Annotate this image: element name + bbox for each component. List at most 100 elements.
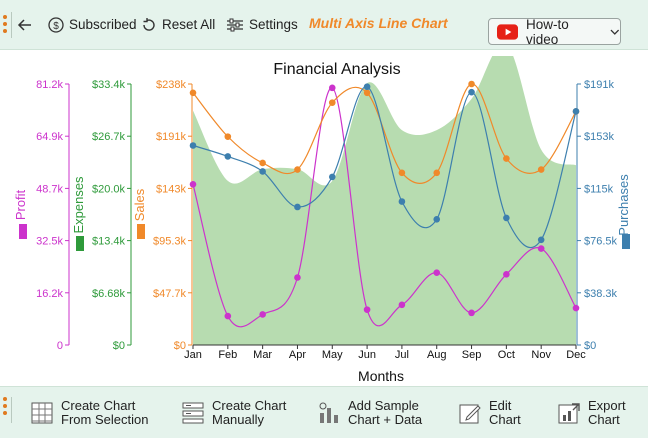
export-chart-line1: Export	[588, 397, 626, 413]
toolbar-divider	[11, 397, 12, 423]
data-point-purchases	[468, 88, 475, 96]
chevron-down-icon	[610, 29, 620, 35]
back-arrow-icon	[17, 18, 31, 31]
create-chart-from-selection-button[interactable]: Create Chart From Selection	[30, 387, 148, 438]
subscribed-button[interactable]: $ Subscribed	[48, 0, 137, 49]
data-point-sales	[224, 133, 232, 140]
series-line-purchases	[192, 86, 577, 249]
data-point-profit	[189, 180, 197, 188]
settings-button[interactable]: Settings	[226, 0, 298, 49]
edit-chart-line1: Edit	[489, 397, 512, 413]
edit-chart-button[interactable]: Edit Chart	[458, 387, 521, 438]
drag-handle-icon[interactable]	[3, 397, 7, 418]
data-point-purchases	[503, 214, 510, 222]
data-point-profit	[224, 312, 232, 320]
create-chart-selection-line2: From Selection	[61, 411, 149, 427]
data-point-purchases	[189, 142, 197, 149]
settings-sliders-icon	[227, 18, 243, 31]
series-area-expenses	[193, 56, 576, 345]
add-sample-line1: Add Sample	[348, 397, 419, 413]
create-chart-manually-button[interactable]: Create Chart Manually	[181, 387, 286, 438]
dollar-circle-icon: $	[48, 16, 64, 33]
tick-label-purchases: $191k	[584, 79, 614, 91]
sample-chart-icon	[319, 402, 338, 423]
data-point-sales	[433, 169, 441, 177]
data-point-purchases	[259, 168, 266, 175]
tick-label-sales: $95.3k	[153, 236, 187, 248]
reset-icon	[143, 17, 155, 31]
data-point-sales	[294, 166, 301, 173]
x-tick-label: Sep	[462, 349, 482, 361]
export-chart-line2: Chart	[588, 411, 620, 427]
create-chart-manually-line2: Manually	[212, 411, 265, 427]
subscribed-label: Subscribed	[69, 17, 137, 32]
chart-title: Financial Analysis	[273, 61, 400, 78]
create-chart-manually-line1: Create Chart	[212, 397, 287, 413]
data-point-sales	[468, 80, 475, 88]
x-tick-label: Aug	[427, 349, 447, 361]
tick-label-profit: 64.9k	[36, 131, 63, 143]
drag-handle-icon[interactable]	[3, 15, 7, 36]
toolbar-divider	[11, 12, 12, 38]
tick-label-purchases: $0	[584, 340, 596, 352]
x-tick-label: May	[322, 349, 343, 361]
data-point-sales	[363, 89, 371, 97]
data-point-profit	[259, 311, 266, 318]
how-to-video-label: How-to video	[526, 16, 569, 47]
tick-label-profit: 16.2k	[36, 288, 63, 300]
data-point-purchases	[433, 215, 441, 223]
axis-label-purchases: Purchases	[616, 174, 631, 236]
tick-label-sales: $143k	[156, 183, 186, 195]
data-point-sales	[503, 155, 510, 162]
legend-swatch-expenses	[76, 236, 84, 251]
how-to-video-button[interactable]: How-to video	[488, 16, 621, 47]
x-tick-label: Nov	[531, 349, 551, 361]
data-point-profit	[433, 269, 441, 276]
axis-label-profit: Profit	[13, 189, 28, 220]
create-chart-selection-line1: Create Chart	[61, 397, 136, 413]
data-point-profit	[363, 306, 371, 313]
add-sample-chart-button[interactable]: Add Sample Chart + Data	[317, 387, 422, 438]
tick-label-purchases: $115k	[584, 183, 614, 195]
tick-label-expenses: $20.0k	[92, 183, 126, 195]
svg-text:$: $	[53, 21, 59, 32]
tick-label-profit: 81.2k	[36, 79, 63, 91]
data-point-purchases	[294, 203, 301, 211]
data-point-purchases	[363, 83, 371, 91]
data-point-purchases	[224, 153, 232, 160]
tick-label-purchases: $76.5k	[584, 236, 618, 248]
data-point-profit	[294, 274, 301, 281]
legend-swatch-purchases	[622, 234, 630, 249]
bottom-toolbar: Create Chart From Selection Create Chart M…	[0, 386, 648, 438]
tick-label-expenses: $33.4k	[92, 79, 126, 91]
tick-label-expenses: $6.68k	[92, 288, 126, 300]
list-form-icon	[182, 402, 204, 423]
top-toolbar: $ Subscribed Reset All Settings Multi Ax…	[0, 0, 648, 63]
x-tick-label: Jul	[395, 349, 409, 361]
add-sample-line2: Chart + Data	[348, 411, 423, 427]
back-button[interactable]	[16, 0, 39, 49]
reset-all-button[interactable]: Reset All	[141, 0, 215, 49]
tick-label-profit: 48.7k	[36, 183, 63, 195]
axis-label-expenses: Expenses	[71, 176, 86, 234]
export-chart-icon	[558, 402, 580, 423]
data-point-sales	[537, 166, 545, 173]
x-tick-label: Apr	[289, 349, 306, 361]
edit-pencil-icon	[459, 404, 481, 423]
chart-type-title: Multi Axis Line Chart	[309, 15, 448, 31]
tick-label-sales: $238k	[156, 79, 186, 91]
data-point-sales	[328, 99, 336, 106]
data-point-sales	[259, 159, 266, 167]
tick-label-expenses: $13.4k	[92, 236, 126, 248]
data-point-sales	[398, 169, 406, 177]
multi-axis-line-chart: Financial Analysis Months 0 16.2k 32.5k 48.…	[13, 56, 631, 384]
x-tick-label: Jun	[358, 349, 376, 361]
data-point-profit	[503, 270, 510, 278]
legend-swatch-sales	[137, 224, 145, 239]
legend-swatch-profit	[19, 224, 27, 239]
export-chart-button[interactable]: Export Chart	[557, 387, 626, 438]
x-tick-label: Dec	[566, 349, 586, 361]
x-tick-label: Feb	[218, 349, 237, 361]
youtube-icon	[497, 23, 519, 40]
data-point-profit	[572, 304, 580, 312]
